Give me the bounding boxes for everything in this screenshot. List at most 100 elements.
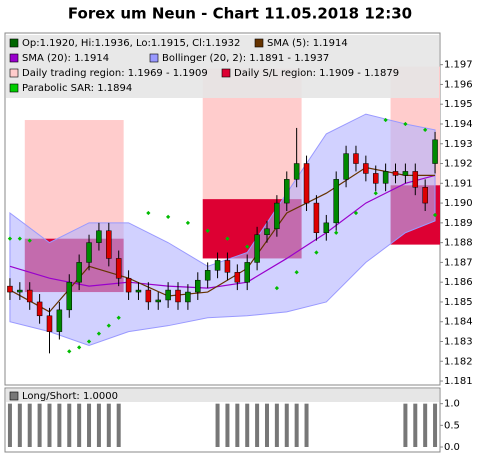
candle-body — [76, 262, 82, 283]
long-short-bar — [274, 403, 279, 447]
sar-dot — [185, 220, 191, 225]
candle-body — [293, 163, 300, 180]
legend-label: SMA (5): 1.1914 — [267, 38, 348, 49]
candle-body — [234, 272, 241, 283]
candle-body — [372, 173, 379, 184]
sar-dot — [17, 236, 22, 241]
y-tick-label: 1.0 — [444, 399, 460, 410]
candle-body — [66, 281, 73, 311]
legend-label: Op:1.1920, Hi:1.1936, Lo:1.1915, Cl:1.19… — [22, 38, 240, 49]
y-tick-label: 1.185 — [444, 297, 473, 308]
long-short-bar — [433, 403, 438, 447]
sar-dot — [7, 236, 13, 241]
candle-body — [313, 202, 320, 233]
sar-dot — [353, 210, 359, 216]
legend-label: Bollinger (20, 2): 1.1891 - 1.1937 — [162, 53, 329, 64]
long-short-bar — [106, 403, 111, 447]
candle-body — [224, 260, 231, 273]
candle-body — [46, 315, 53, 332]
candle-body — [195, 279, 201, 293]
candle-body — [244, 262, 250, 283]
long-short-bar — [47, 403, 52, 447]
candle-body — [323, 222, 330, 233]
long-short-bar — [57, 403, 62, 447]
legend-swatch — [254, 38, 264, 48]
y-tick-label: 1.195 — [444, 99, 473, 110]
long-short-bar — [225, 403, 230, 447]
candle-body — [185, 291, 191, 303]
trading-region — [24, 120, 124, 239]
y-tick-label: 1.190 — [444, 198, 473, 209]
long-short-bar — [37, 403, 42, 447]
legend-swatch — [9, 38, 19, 48]
legend-label: SMA (20): 1.1914 — [22, 53, 109, 64]
candle-body — [392, 171, 399, 176]
long-short-bar — [17, 403, 22, 447]
y-tick-label: 1.182 — [444, 356, 473, 367]
bollinger-band — [9, 113, 436, 346]
candle-body — [254, 234, 260, 263]
long-short-bar — [96, 403, 101, 447]
y-tick-label: 1.181 — [444, 376, 473, 387]
candle-body — [86, 242, 92, 263]
legend-swatch — [149, 53, 159, 63]
candle-body — [115, 258, 122, 279]
sar-dot — [294, 270, 299, 275]
sma-line — [9, 174, 436, 289]
legend-swatch — [9, 53, 19, 63]
candle-body — [264, 228, 270, 235]
legend-box — [6, 35, 439, 98]
candle-body — [422, 187, 428, 204]
y-tick-label: 1.191 — [444, 178, 473, 189]
candle-body — [175, 289, 181, 303]
sar-dot — [314, 250, 319, 255]
candle-body — [284, 179, 290, 204]
candle-body — [333, 179, 339, 224]
long-short-bar — [264, 403, 269, 447]
candle-body — [412, 171, 419, 188]
legend-swatch — [9, 68, 19, 78]
candle-body — [7, 285, 13, 293]
candle-body — [125, 277, 132, 293]
legend-label: Daily trading region: 1.1969 - 1.1909 — [22, 68, 208, 79]
indicator-legend-box — [6, 389, 439, 402]
long-short-bar — [304, 403, 309, 447]
legend-label: Daily S/L region: 1.1909 - 1.1879 — [234, 68, 399, 79]
long-short-bar — [284, 403, 289, 447]
sar-dot — [432, 212, 438, 218]
candle-body — [303, 163, 310, 204]
candle-body — [165, 289, 171, 301]
long-short-bar — [235, 403, 240, 447]
legend-swatch — [221, 68, 231, 78]
sar-dot — [373, 191, 378, 196]
legend-swatch — [9, 391, 19, 401]
candle-body — [96, 230, 102, 243]
long-short-bar — [67, 403, 72, 447]
candle-body — [17, 289, 23, 293]
sar-dot — [146, 210, 151, 216]
candle-body — [353, 153, 359, 164]
sar-dot — [166, 214, 171, 220]
long-short-bar — [87, 403, 92, 447]
candle-body — [363, 163, 369, 174]
y-tick-label: 0.5 — [444, 420, 460, 431]
sar-dot — [334, 230, 339, 235]
y-tick-label: 1.187 — [444, 257, 473, 268]
y-tick-label: 1.189 — [444, 218, 473, 229]
candle-body — [343, 153, 349, 180]
long-short-bar — [116, 403, 121, 447]
long-short-bar — [27, 403, 32, 447]
long-short-bar — [215, 403, 220, 447]
candle-body — [106, 230, 112, 259]
y-tick-label: 1.197 — [444, 60, 473, 71]
candle-body — [204, 270, 211, 281]
long-short-bar — [77, 403, 82, 447]
candle-body — [402, 171, 409, 176]
sar-dot — [205, 228, 210, 233]
y-tick-label: 1.194 — [444, 119, 473, 130]
candle-body — [432, 139, 438, 164]
long-short-bar — [245, 403, 250, 447]
candle-body — [26, 289, 33, 303]
candle-body — [155, 299, 161, 303]
